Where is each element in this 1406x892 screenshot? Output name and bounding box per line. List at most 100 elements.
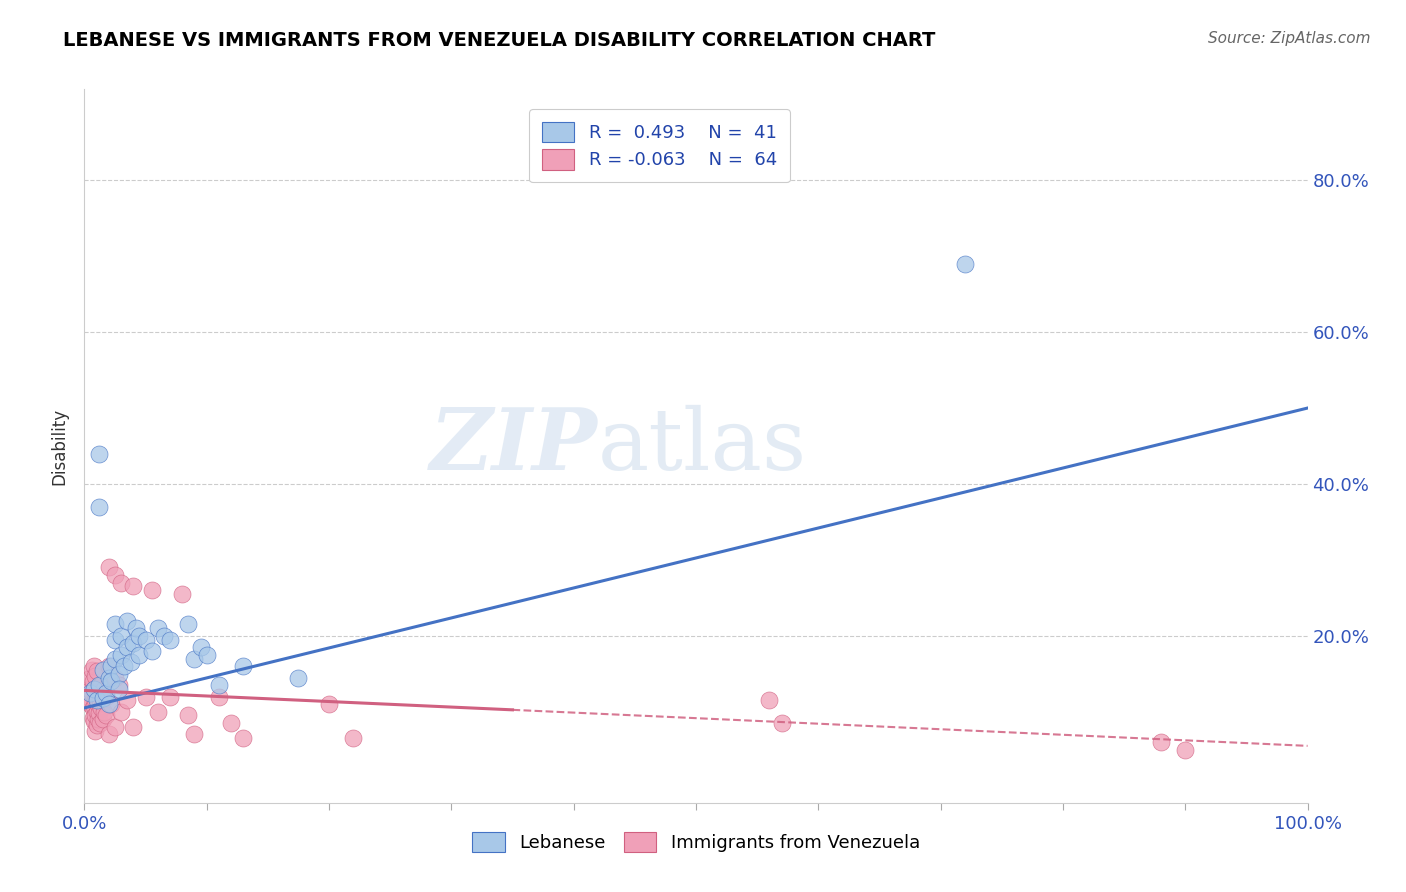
- Point: [112, 659, 135, 673]
- Point: [159, 632, 181, 647]
- Text: atlas: atlas: [598, 404, 807, 488]
- Point: [90, 701, 112, 715]
- Point: [177, 708, 200, 723]
- Point: [97, 659, 120, 673]
- Point: [93, 705, 115, 719]
- Point: [122, 636, 145, 650]
- Point: [84, 669, 107, 683]
- Point: [1150, 735, 1173, 749]
- Point: [758, 693, 780, 707]
- Point: [77, 681, 100, 696]
- Point: [104, 617, 127, 632]
- Point: [172, 587, 194, 601]
- Point: [87, 697, 110, 711]
- Point: [87, 706, 110, 721]
- Point: [84, 693, 107, 707]
- Y-axis label: Disability: Disability: [51, 408, 69, 484]
- Point: [110, 575, 132, 590]
- Point: [318, 697, 340, 711]
- Point: [83, 659, 105, 673]
- Point: [79, 697, 101, 711]
- Point: [91, 691, 114, 706]
- Point: [153, 629, 176, 643]
- Point: [93, 681, 115, 696]
- Point: [80, 686, 103, 700]
- Point: [125, 621, 148, 635]
- Point: [77, 690, 100, 704]
- Point: [82, 701, 104, 715]
- Point: [86, 705, 108, 719]
- Point: [104, 651, 127, 665]
- Point: [104, 632, 127, 647]
- Point: [86, 693, 108, 707]
- Point: [146, 705, 169, 719]
- Point: [122, 720, 145, 734]
- Text: Source: ZipAtlas.com: Source: ZipAtlas.com: [1208, 31, 1371, 46]
- Text: ZIP: ZIP: [430, 404, 598, 488]
- Point: [128, 629, 150, 643]
- Point: [89, 693, 111, 707]
- Point: [97, 560, 120, 574]
- Point: [97, 671, 120, 685]
- Point: [177, 617, 200, 632]
- Point: [141, 583, 163, 598]
- Point: [83, 698, 105, 713]
- Point: [97, 727, 120, 741]
- Point: [159, 690, 181, 704]
- Point: [953, 257, 976, 271]
- Point: [104, 568, 127, 582]
- Point: [128, 648, 150, 662]
- Point: [79, 671, 101, 685]
- Point: [110, 629, 132, 643]
- Point: [110, 705, 132, 719]
- Point: [219, 716, 242, 731]
- Point: [82, 711, 104, 725]
- Point: [87, 712, 110, 726]
- Point: [107, 681, 129, 696]
- Point: [87, 686, 110, 700]
- Point: [91, 663, 114, 677]
- Point: [232, 731, 254, 746]
- Point: [120, 656, 142, 670]
- Point: [87, 500, 110, 514]
- Point: [146, 621, 169, 635]
- Point: [141, 644, 163, 658]
- Point: [82, 674, 104, 689]
- Point: [89, 716, 111, 731]
- Point: [96, 708, 118, 723]
- Point: [83, 714, 105, 728]
- Point: [84, 708, 107, 723]
- Point: [115, 614, 138, 628]
- Point: [100, 674, 122, 689]
- Point: [107, 678, 129, 692]
- Point: [208, 678, 231, 692]
- Point: [96, 686, 118, 700]
- Point: [770, 716, 793, 731]
- Point: [232, 659, 254, 673]
- Point: [115, 693, 138, 707]
- Text: LEBANESE VS IMMIGRANTS FROM VENEZUELA DISABILITY CORRELATION CHART: LEBANESE VS IMMIGRANTS FROM VENEZUELA DI…: [63, 31, 935, 50]
- Point: [195, 648, 218, 662]
- Point: [79, 686, 101, 700]
- Point: [91, 712, 114, 726]
- Point: [97, 697, 120, 711]
- Point: [183, 651, 205, 665]
- Point: [122, 579, 145, 593]
- Point: [287, 671, 309, 685]
- Point: [135, 632, 157, 647]
- Point: [115, 640, 138, 655]
- Point: [183, 727, 205, 741]
- Point: [96, 690, 118, 704]
- Point: [342, 731, 364, 746]
- Point: [208, 690, 231, 704]
- Point: [135, 690, 157, 704]
- Point: [1174, 742, 1197, 756]
- Point: [100, 659, 122, 673]
- Point: [190, 640, 212, 655]
- Point: [83, 681, 105, 696]
- Point: [86, 690, 108, 704]
- Point: [91, 691, 114, 706]
- Point: [87, 678, 110, 692]
- Point: [86, 718, 108, 732]
- Point: [80, 663, 103, 677]
